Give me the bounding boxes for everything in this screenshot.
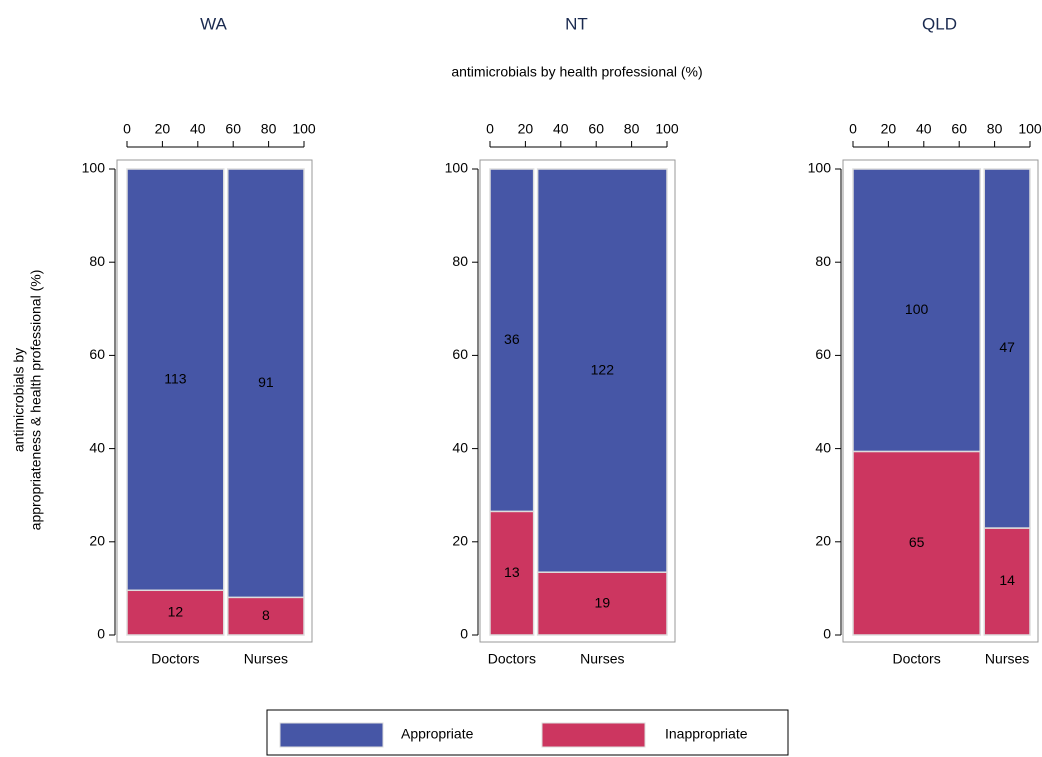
y-tick-label: 60 xyxy=(89,346,105,362)
y-tick-label: 20 xyxy=(452,533,468,549)
x-tick-label: 20 xyxy=(518,121,534,137)
category-label: Nurses xyxy=(244,651,288,667)
value-label: 65 xyxy=(909,534,925,550)
x-tick-label: 80 xyxy=(624,121,640,137)
legend-swatch xyxy=(541,722,646,748)
y-tick-label: 40 xyxy=(89,439,105,455)
category-label: Nurses xyxy=(985,651,1029,667)
segment xyxy=(983,527,1031,636)
category-label: Nurses xyxy=(580,651,624,667)
segment xyxy=(227,596,305,636)
y-tick-label: 80 xyxy=(452,253,468,269)
legend-label: Inappropriate xyxy=(665,726,748,742)
panel-title: WA xyxy=(200,14,227,33)
value-label: 47 xyxy=(999,339,1015,355)
x-tick-label: 0 xyxy=(486,121,494,137)
x-tick-label: 100 xyxy=(1018,121,1042,137)
panel-title: QLD xyxy=(922,14,957,33)
panel-title: NT xyxy=(565,14,588,33)
x-axis-label: antimicrobials by health professional (%… xyxy=(451,64,702,80)
segment xyxy=(852,450,981,636)
value-label: 14 xyxy=(999,572,1015,588)
y-tick-label: 100 xyxy=(808,160,832,176)
x-tick-label: 80 xyxy=(987,121,1003,137)
category-label: Doctors xyxy=(151,651,199,667)
y-tick-label: 0 xyxy=(823,626,831,642)
y-tick-label: 20 xyxy=(815,533,831,549)
y-tick-label: 80 xyxy=(89,253,105,269)
value-label: 19 xyxy=(595,594,611,610)
y-tick-label: 60 xyxy=(815,346,831,362)
value-label: 100 xyxy=(905,301,929,317)
category-label: Doctors xyxy=(892,651,940,667)
x-tick-label: 100 xyxy=(655,121,679,137)
value-label: 36 xyxy=(504,331,520,347)
y-tick-label: 0 xyxy=(460,626,468,642)
segment xyxy=(126,168,225,592)
y-tick-label: 40 xyxy=(815,439,831,455)
x-tick-label: 40 xyxy=(553,121,569,137)
value-label: 113 xyxy=(164,370,187,386)
y-axis-label: appropriateness & health professional (%… xyxy=(28,270,44,531)
legend-swatch xyxy=(279,722,384,748)
x-tick-label: 80 xyxy=(261,121,277,137)
x-tick-label: 60 xyxy=(588,121,604,137)
x-tick-label: 20 xyxy=(881,121,897,137)
x-tick-label: 40 xyxy=(916,121,932,137)
y-tick-label: 20 xyxy=(89,533,105,549)
x-tick-label: 20 xyxy=(155,121,171,137)
plot-frame xyxy=(842,159,1039,643)
plot-frame xyxy=(116,159,313,643)
segment xyxy=(227,168,305,599)
value-label: 91 xyxy=(258,374,274,390)
y-tick-label: 80 xyxy=(815,253,831,269)
segment xyxy=(489,168,535,513)
x-tick-label: 0 xyxy=(849,121,857,137)
y-tick-label: 40 xyxy=(452,439,468,455)
category-label: Doctors xyxy=(488,651,536,667)
legend-label: Appropriate xyxy=(401,726,474,742)
value-label: 13 xyxy=(504,564,520,580)
y-axis-label: antimicrobials by xyxy=(11,348,27,452)
y-tick-label: 0 xyxy=(97,626,105,642)
plot-frame xyxy=(479,159,676,643)
segment xyxy=(126,589,225,636)
segment xyxy=(536,168,668,573)
x-tick-label: 60 xyxy=(951,121,967,137)
y-tick-label: 100 xyxy=(82,160,106,176)
segment xyxy=(852,168,981,453)
x-tick-label: 0 xyxy=(123,121,131,137)
y-tick-label: 100 xyxy=(445,160,469,176)
value-label: 8 xyxy=(262,607,270,623)
y-tick-label: 60 xyxy=(452,346,468,362)
x-tick-label: 100 xyxy=(292,121,316,137)
value-label: 12 xyxy=(168,603,184,619)
x-tick-label: 60 xyxy=(225,121,241,137)
segment xyxy=(983,168,1031,529)
x-tick-label: 40 xyxy=(190,121,206,137)
value-label: 122 xyxy=(591,361,615,377)
